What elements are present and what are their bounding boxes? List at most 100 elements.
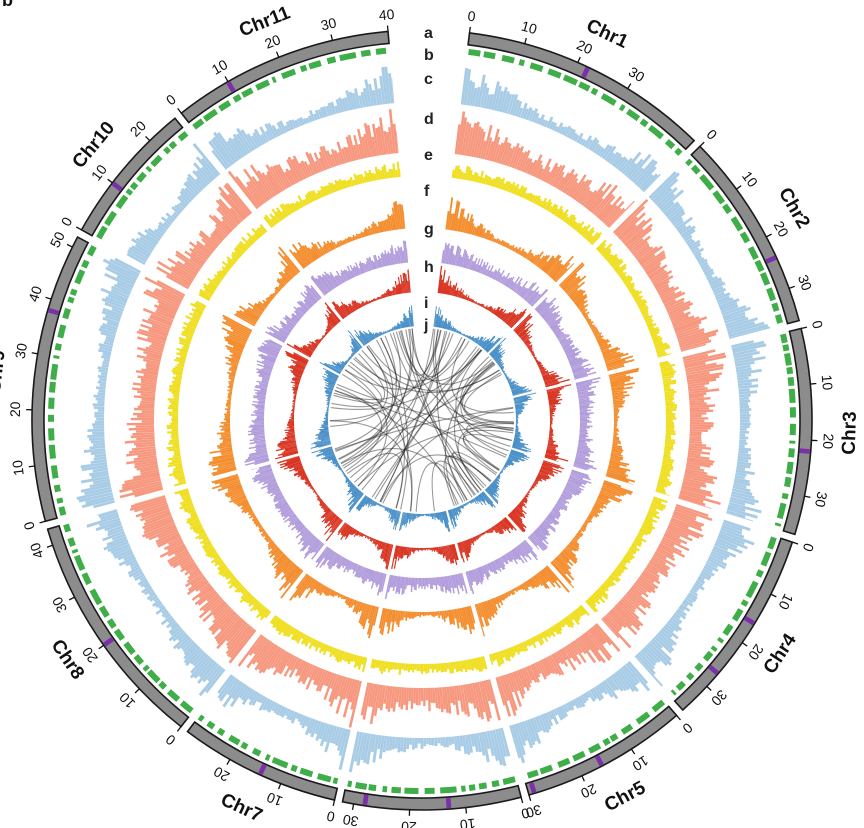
- chr4-ideogram: [673, 537, 794, 712]
- chr2-tick-0: [699, 141, 705, 147]
- chr7-ideogram: [186, 720, 339, 802]
- chr3-tick-0: [800, 326, 808, 330]
- chr6-ideogram: [341, 784, 523, 811]
- chr9-tick-0: [39, 520, 46, 524]
- track-letter-a: a: [424, 25, 433, 42]
- track-e-histogram: [166, 161, 678, 675]
- chr3-gene-block: [784, 352, 792, 366]
- chr9-gene-block: [57, 324, 67, 339]
- synteny-link: [366, 346, 405, 509]
- chr1-tick-0: [468, 26, 471, 33]
- chr5-gene-block: [557, 757, 571, 768]
- chr4-gene-block: [767, 536, 777, 550]
- chr2-tick-label-10: 10: [739, 168, 761, 190]
- chr2-gene-block: [771, 302, 780, 312]
- chr7-gene-block: [240, 741, 249, 750]
- chr1-gene-block: [626, 108, 641, 122]
- chr4-gene-block: [745, 580, 759, 599]
- track-h-chr8: [277, 455, 343, 542]
- chr2-gene-block: [685, 158, 693, 167]
- chr3-gene-block: [788, 448, 795, 458]
- track-c-chr10: [126, 143, 221, 265]
- chr1-gene-block: [547, 68, 562, 79]
- chr9-gene-block: [86, 245, 97, 257]
- chr8-gene-block: [98, 605, 110, 618]
- chr11-marker-0: [226, 81, 236, 93]
- chr11-gene-block: [255, 79, 271, 91]
- chr5-gene-block: [539, 764, 554, 775]
- chr2-tick-10: [735, 185, 742, 190]
- chr1-tick-label-30: 30: [626, 63, 648, 85]
- chr1-gene-block: [501, 54, 515, 64]
- chr3-gene-block: [787, 376, 795, 387]
- track-d-chr9: [119, 276, 186, 499]
- chr10-gene-block: [177, 131, 189, 142]
- track-e-chr2: [595, 239, 672, 358]
- synteny-link: [342, 328, 412, 467]
- synteny-link: [380, 454, 492, 503]
- chr6-tick-30: [351, 803, 355, 810]
- chr5-tick-label-0: 0: [679, 720, 696, 737]
- track-d-chr3: [678, 349, 727, 509]
- track-g-chr9: [244, 339, 283, 466]
- chr9-gene-block: [48, 397, 55, 409]
- chr8-tick-0: [176, 726, 182, 732]
- chr2-gene-block: [730, 216, 744, 232]
- track-g-chr5: [465, 539, 538, 595]
- synteny-link: [334, 406, 514, 451]
- chr10-gene-block: [115, 194, 129, 210]
- track-letter-b: b: [424, 47, 434, 64]
- chr6-gene-block: [424, 787, 435, 794]
- synteny-link: [330, 345, 389, 427]
- chr6-gene-block: [491, 779, 500, 788]
- track-g-chr4: [527, 469, 592, 551]
- track-c-chr6: [348, 727, 511, 773]
- chr6-gene-block: [355, 782, 368, 790]
- synteny-link: [379, 332, 451, 503]
- chr1-gene-block: [674, 147, 683, 156]
- chr6-gene-block: [347, 780, 353, 788]
- track-f-chr10: [234, 246, 301, 327]
- track-e-chr3: [655, 360, 678, 496]
- track-d-chr5: [495, 623, 621, 717]
- chr6-gene-block: [502, 776, 516, 785]
- chr2-gene-block: [774, 313, 784, 324]
- synteny-link: [353, 358, 500, 393]
- track-d-chr6: [360, 679, 501, 725]
- synteny-link: [329, 420, 413, 512]
- chr9-tick-label-30: 30: [12, 342, 30, 360]
- chr11-tick-40: [386, 25, 389, 32]
- chr11-tick-10: [224, 76, 229, 82]
- track-d-histogram: [119, 109, 727, 728]
- track-f-chr1: [445, 197, 575, 283]
- track-i-chr9: [310, 367, 339, 449]
- synteny-link: [450, 338, 514, 414]
- chr1-ideogram: [467, 32, 696, 151]
- track-f-chr5: [474, 565, 570, 637]
- chr5-gene-block: [651, 699, 666, 713]
- synteny-link: [455, 349, 500, 470]
- chr8-gene-block: [142, 664, 150, 672]
- chr9-gene-block: [47, 414, 55, 422]
- chr4-tick-label-20: 20: [745, 641, 767, 663]
- chr6-gene-block: [404, 787, 419, 794]
- synteny-link: [374, 347, 480, 500]
- chr2-gene-block: [712, 190, 726, 205]
- synteny-link: [344, 369, 388, 487]
- chr11-tick-0: [177, 107, 182, 114]
- chr2-gene-block: [699, 174, 715, 191]
- track-i-chr10: [319, 330, 363, 375]
- synteny-link: [443, 455, 491, 507]
- chr9-tick-label-10: 10: [9, 459, 27, 477]
- synteny-link: [343, 329, 442, 469]
- chr3-marker-0: [799, 448, 810, 454]
- chr5-gene-block: [602, 737, 611, 746]
- synteny-link: [341, 373, 413, 512]
- synteny-link: [453, 361, 494, 491]
- chr8-label: Chr8: [47, 636, 89, 684]
- chr11-gene-block: [375, 47, 387, 55]
- chr8-tick-label-40: 40: [27, 541, 47, 561]
- chr9-gene-block: [74, 269, 86, 285]
- chr4-tick-label-0: 0: [800, 541, 818, 554]
- chr11-ideogram: [180, 30, 390, 124]
